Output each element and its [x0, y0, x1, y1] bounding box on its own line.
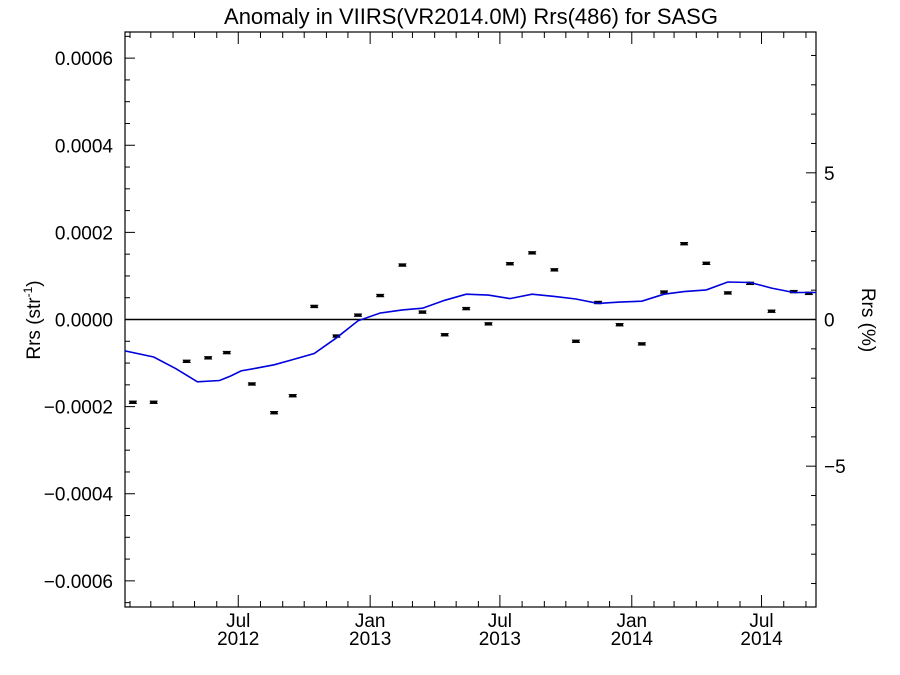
point-marker	[204, 356, 212, 359]
y-left-tick-label: −0.0004	[44, 485, 114, 506]
y-left-tick-label: 0.0004	[55, 136, 114, 157]
data-point	[528, 251, 537, 255]
data-point	[440, 333, 449, 337]
point-marker	[183, 360, 191, 363]
point-marker	[310, 305, 318, 308]
point-marker	[805, 292, 813, 295]
point-marker	[572, 340, 580, 343]
series-line	[124, 281, 816, 383]
x-tick-label-month: Jul	[226, 611, 250, 632]
point-marker	[332, 335, 340, 338]
data-point	[247, 382, 256, 386]
point-marker	[702, 262, 710, 265]
x-tick-label-month: Jul	[488, 611, 512, 632]
point-marker	[506, 262, 514, 265]
data-point	[310, 304, 319, 309]
y-right-tick-label: 0	[824, 311, 835, 332]
point-marker	[150, 401, 158, 404]
point-marker	[528, 251, 536, 254]
y-left-tick-label: −0.0002	[44, 398, 113, 419]
x-tick-label-year: 2012	[217, 629, 259, 650]
point-marker	[354, 314, 362, 317]
data-point	[723, 291, 732, 295]
data-point	[376, 293, 385, 298]
data-point	[680, 242, 689, 246]
y-axis-left-label-text: Rrs (str	[24, 297, 45, 360]
data-point	[204, 356, 213, 360]
data-point	[398, 263, 407, 267]
y-right-tick-label: 5	[824, 164, 835, 185]
point-marker	[638, 342, 646, 345]
data-point	[270, 411, 279, 415]
y-right-tick-label: −5	[824, 457, 846, 478]
x-tick-label-year: 2014	[740, 629, 783, 650]
point-marker	[660, 291, 668, 294]
point-marker	[398, 264, 406, 267]
y-axis-left-label-close: )	[24, 280, 45, 286]
y-left-tick-label: 0.0002	[55, 223, 113, 244]
x-tick-label-year: 2014	[611, 629, 654, 650]
data-point	[484, 322, 493, 326]
data-point	[128, 400, 137, 404]
point-marker	[223, 351, 231, 354]
point-marker	[680, 242, 688, 245]
data-point	[550, 268, 559, 272]
point-marker	[790, 290, 798, 293]
data-point	[149, 400, 158, 404]
series-layer	[124, 242, 816, 415]
data-point	[222, 350, 231, 355]
x-tick-label-year: 2013	[479, 629, 521, 650]
y-left-tick-label: −0.0006	[44, 572, 113, 593]
point-marker	[376, 294, 384, 297]
point-marker	[594, 301, 602, 304]
point-marker	[550, 268, 558, 271]
y-axis-right-label: Rrs (%)	[857, 288, 878, 352]
data-point	[353, 313, 362, 317]
point-marker	[484, 322, 492, 325]
data-point	[505, 262, 514, 266]
y-left-tick-label: 0.0000	[55, 311, 113, 332]
x-tick-label-month: Jul	[749, 611, 773, 632]
data-point	[702, 261, 711, 266]
data-point	[637, 342, 646, 346]
data-point	[288, 394, 297, 398]
data-point	[571, 339, 580, 343]
svg-text:Rrs (str-1): Rrs (str-1)	[21, 280, 45, 359]
point-marker	[248, 382, 256, 385]
point-marker	[462, 307, 470, 310]
point-marker	[270, 411, 278, 414]
data-point	[182, 359, 191, 364]
data-point	[660, 290, 669, 294]
point-marker	[418, 311, 426, 314]
point-marker	[746, 282, 754, 285]
point-marker	[768, 310, 776, 313]
data-point	[615, 323, 624, 327]
x-tick-label-year: 2013	[349, 629, 391, 650]
y-axis-left-label: Rrs (str-1)	[21, 280, 45, 359]
data-point	[767, 309, 776, 313]
chart-title: Anomaly in VIIRS(VR2014.0M) Rrs(486) for…	[224, 4, 718, 29]
y-left-tick-label: 0.0006	[55, 49, 113, 70]
point-marker	[129, 401, 137, 404]
y-axis-left-ticks: 0.0006 0.0004 0.0002 0.0000 −0.0002 −0.0004 −0…	[44, 35, 135, 604]
point-marker	[289, 394, 297, 397]
point-marker	[441, 333, 449, 336]
point-marker	[616, 323, 624, 326]
data-point	[418, 310, 427, 314]
x-tick-label-month: Jan	[355, 611, 386, 632]
data-point	[462, 306, 471, 311]
point-marker	[724, 291, 732, 294]
y-axis-left-label-sup: -1	[21, 286, 35, 297]
x-tick-label-month: Jan	[616, 611, 647, 632]
